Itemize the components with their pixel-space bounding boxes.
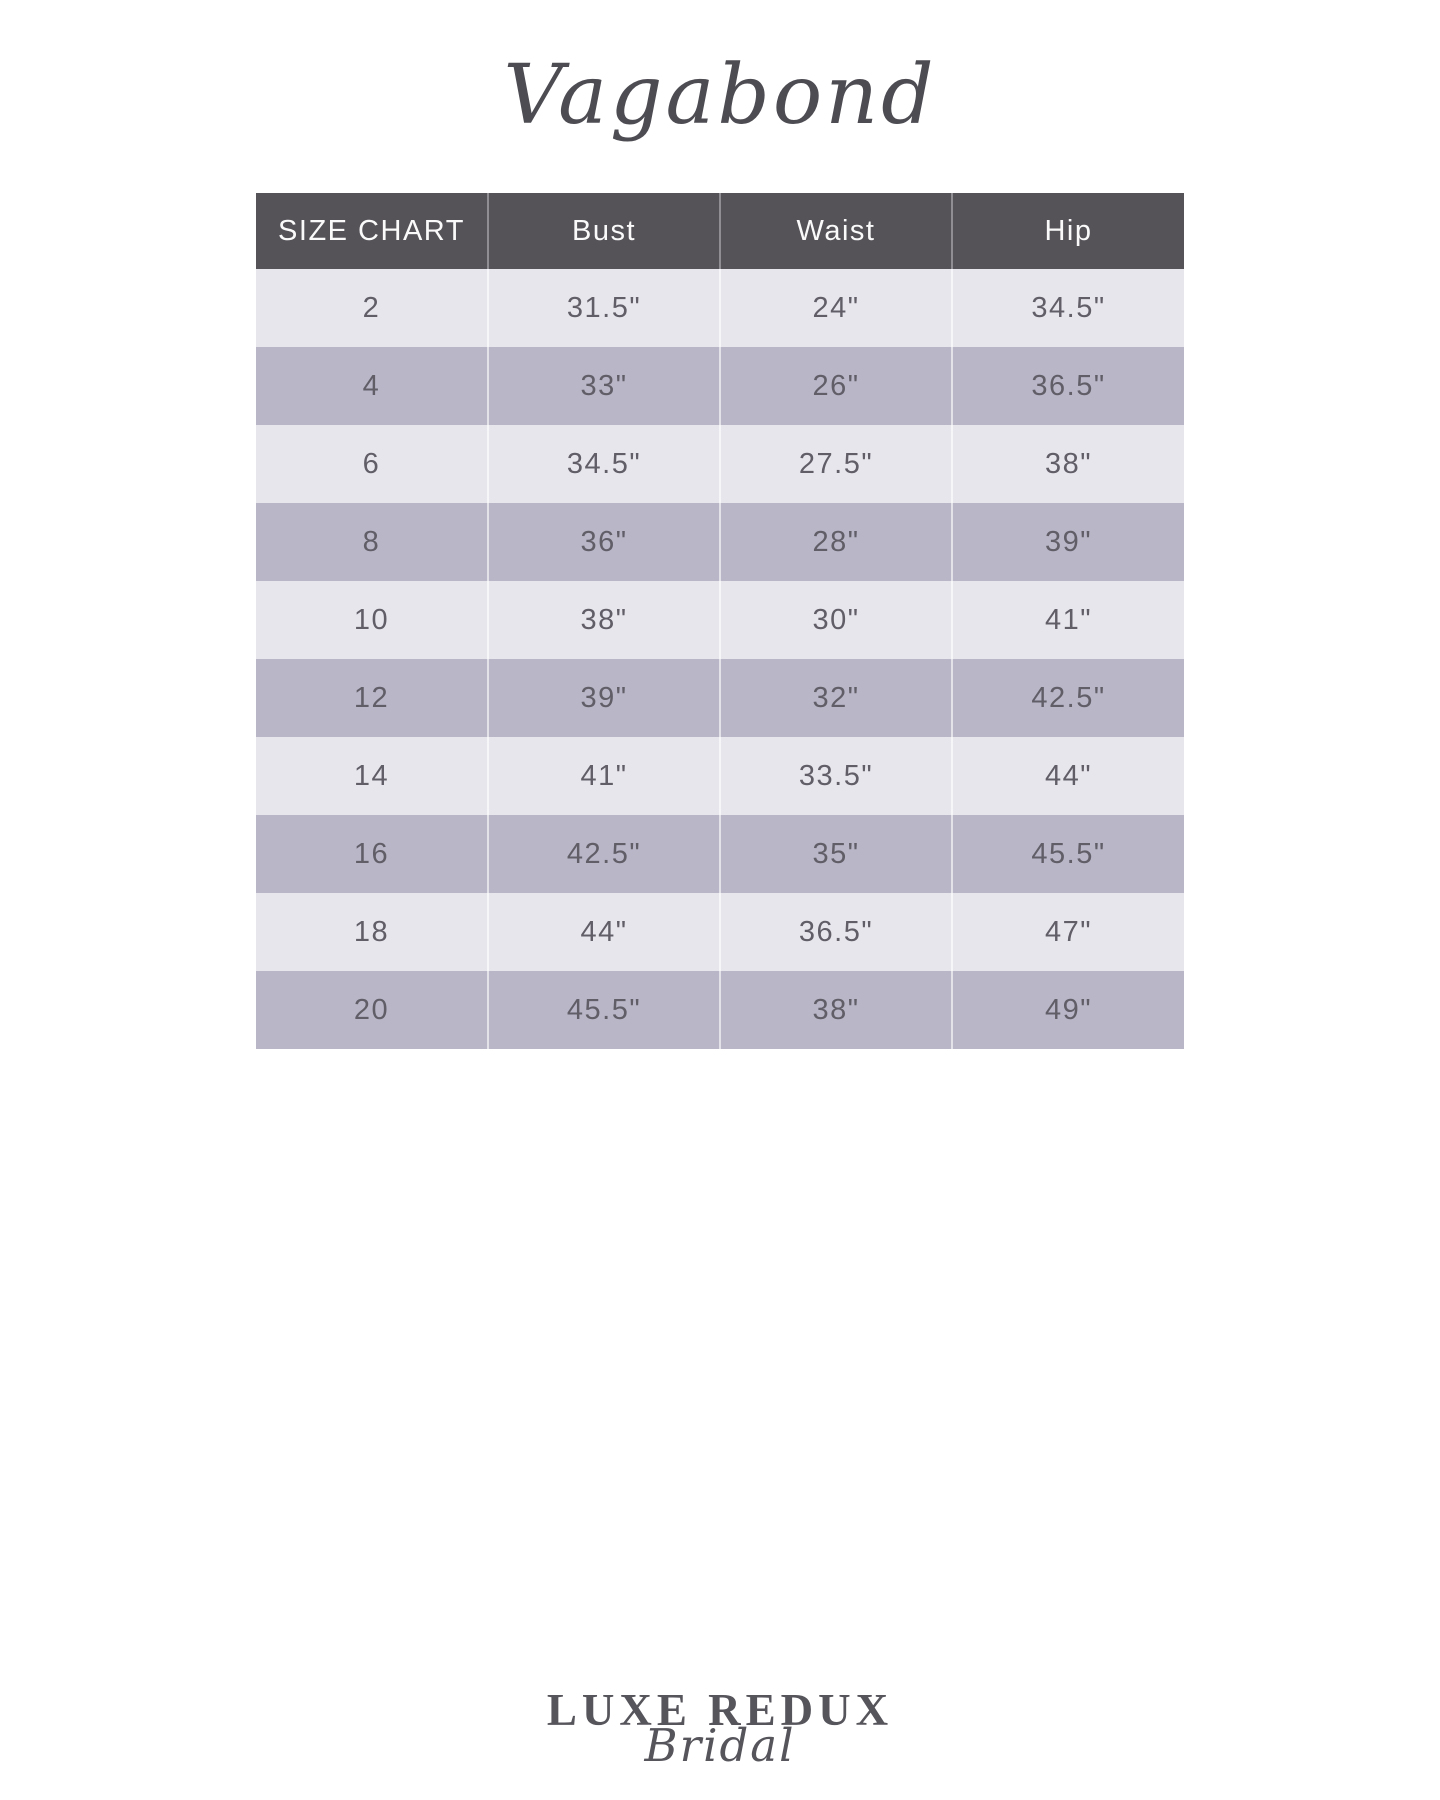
size-row-6: 6 34.5" 27.5" 38" <box>256 425 1184 503</box>
column-header-size-chart: SIZE CHART <box>256 193 488 269</box>
measurement-cell: 30" <box>719 581 952 659</box>
size-chart-header: SIZE CHART Bust Waist Hip <box>256 193 1184 269</box>
size-chart-body: 2 31.5" 24" 34.5" 4 33" 26" 36.5" 6 34.5" 27.5" 38"… <box>256 269 1184 1049</box>
size-chart-header-row: SIZE CHART Bust Waist Hip <box>256 193 1184 269</box>
measurement-cell: 33.5" <box>719 737 952 815</box>
measurement-cell: 34.5" <box>951 269 1184 347</box>
size-row-14: 14 41" 33.5" 44" <box>256 737 1184 815</box>
measurement-cell: 45.5" <box>487 971 720 1049</box>
footer-logo-script: Bridal <box>644 1719 796 1772</box>
measurement-cell: 28" <box>719 503 952 581</box>
size-row-18: 18 44" 36.5" 47" <box>256 893 1184 971</box>
measurement-cell: 41" <box>951 581 1184 659</box>
size-cell: 12 <box>256 659 488 737</box>
size-cell: 8 <box>256 503 488 581</box>
measurement-cell: 44" <box>487 893 720 971</box>
measurement-cell: 32" <box>719 659 952 737</box>
footer-logo-wordmark: LUXE REDUX <box>546 1685 894 1735</box>
column-header-waist: Waist <box>719 193 952 269</box>
measurement-cell: 42.5" <box>487 815 720 893</box>
measurement-cell: 39" <box>487 659 720 737</box>
size-cell: 18 <box>256 893 488 971</box>
size-cell: 14 <box>256 737 488 815</box>
size-cell: 16 <box>256 815 488 893</box>
size-cell: 6 <box>256 425 488 503</box>
measurement-cell: 33" <box>487 347 720 425</box>
measurement-cell: 27.5" <box>719 425 952 503</box>
measurement-cell: 36.5" <box>719 893 952 971</box>
measurement-cell: 24" <box>719 269 952 347</box>
measurement-cell: 39" <box>951 503 1184 581</box>
measurement-cell: 34.5" <box>487 425 720 503</box>
size-row-8: 8 36" 28" 39" <box>256 503 1184 581</box>
measurement-cell: 41" <box>487 737 720 815</box>
measurement-cell: 26" <box>719 347 952 425</box>
size-row-2: 2 31.5" 24" 34.5" <box>256 269 1184 347</box>
measurement-cell: 35" <box>719 815 952 893</box>
measurement-cell: 38" <box>951 425 1184 503</box>
size-row-16: 16 42.5" 35" 45.5" <box>256 815 1184 893</box>
footer-logo: LUXE REDUX Bridal <box>0 1685 1440 1772</box>
size-row-10: 10 38" 30" 41" <box>256 581 1184 659</box>
measurement-cell: 36.5" <box>951 347 1184 425</box>
measurement-cell: 38" <box>719 971 952 1049</box>
measurement-cell: 49" <box>951 971 1184 1049</box>
brand-title: Vagabond <box>503 48 937 143</box>
measurement-cell: 36" <box>487 503 720 581</box>
measurement-cell: 42.5" <box>951 659 1184 737</box>
measurement-cell: 47" <box>951 893 1184 971</box>
size-chart-table: SIZE CHART Bust Waist Hip 2 31.5" 24" 34.5" 4 33… <box>256 193 1184 1049</box>
size-cell: 4 <box>256 347 488 425</box>
measurement-cell: 31.5" <box>487 269 720 347</box>
size-cell: 20 <box>256 971 488 1049</box>
column-header-bust: Bust <box>487 193 720 269</box>
measurement-cell: 45.5" <box>951 815 1184 893</box>
size-row-12: 12 39" 32" 42.5" <box>256 659 1184 737</box>
size-cell: 10 <box>256 581 488 659</box>
size-row-20: 20 45.5" 38" 49" <box>256 971 1184 1049</box>
measurement-cell: 44" <box>951 737 1184 815</box>
measurement-cell: 38" <box>487 581 720 659</box>
size-cell: 2 <box>256 269 488 347</box>
column-header-hip: Hip <box>951 193 1184 269</box>
size-row-4: 4 33" 26" 36.5" <box>256 347 1184 425</box>
